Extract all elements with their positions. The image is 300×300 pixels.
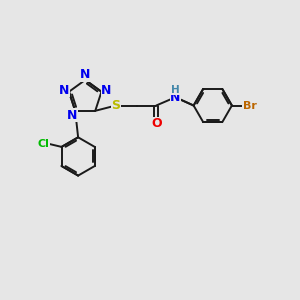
- Text: N: N: [170, 91, 181, 104]
- Text: N: N: [101, 84, 112, 97]
- Text: N: N: [80, 68, 90, 81]
- Text: N: N: [59, 84, 69, 97]
- Text: N: N: [67, 109, 77, 122]
- Text: Cl: Cl: [38, 139, 50, 149]
- Text: Br: Br: [243, 100, 256, 110]
- Text: S: S: [111, 99, 120, 112]
- Text: O: O: [151, 117, 161, 130]
- Text: H: H: [171, 85, 180, 95]
